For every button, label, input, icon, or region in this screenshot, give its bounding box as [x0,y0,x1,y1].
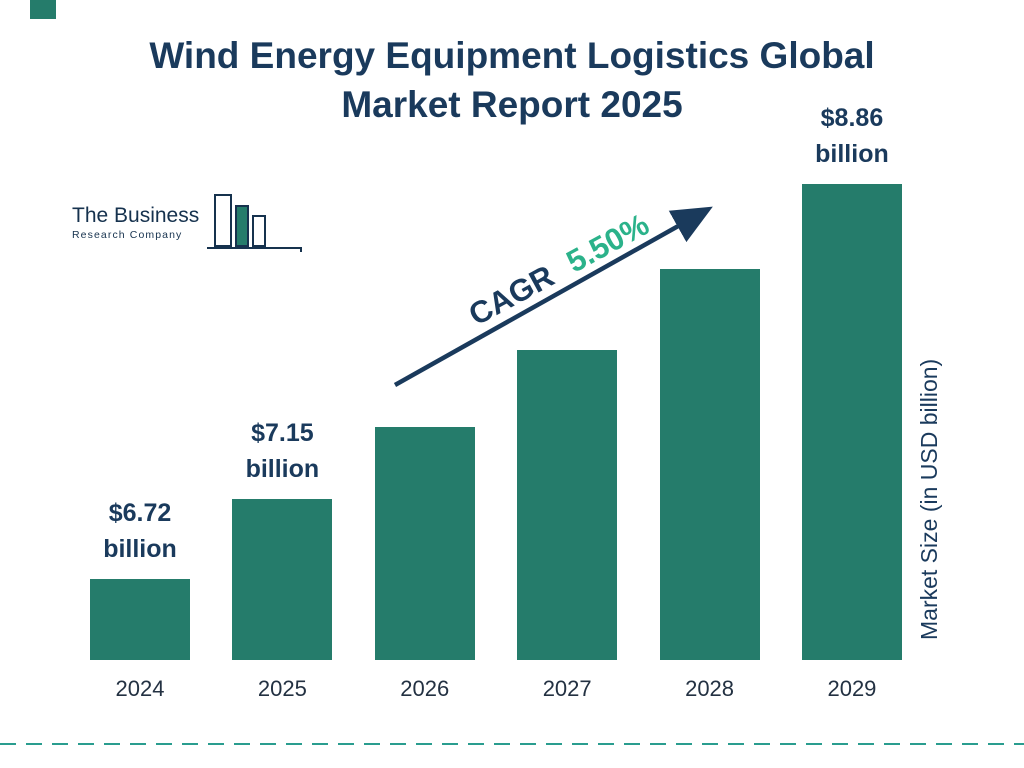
bar-2024 [90,579,190,660]
value-label-2024: $6.72 billion [103,499,177,563]
bar-column-2024: $6.72 billion [90,496,190,660]
bar-2027 [517,350,618,660]
bar-chart: $6.72 billion $7.15 billion $8.86 billion 202… [90,104,902,702]
logo-name: The Business [72,204,200,227]
bar-column-2026 [374,427,475,660]
year-label-2027: 2027 [542,676,592,701]
company-logo-text: The Business Research Company [72,204,199,241]
page-title: Wind Energy Equipment Logistics Global M… [149,35,875,125]
corner-accent-block [30,0,56,19]
company-logo: The Business Research Company [72,192,305,261]
bar-column-2025: $7.15 billion [232,416,333,660]
bar-2029 [801,184,902,660]
x-axis-labels: 2024 2025 2026 2027 2028 2029 [90,676,902,702]
cagr-arrow [385,193,730,408]
year-label-2026: 2026 [400,676,450,701]
bar-2028 [659,269,760,660]
bars: $6.72 billion $7.15 billion $8.86 billion [90,104,902,660]
year-label-2029: 2029 [827,676,877,701]
year-label-2024: 2024 [115,676,165,701]
bar-2026 [374,427,475,660]
value-label-2029: $8.86 billion [815,104,889,168]
logo-bars-icon [205,192,305,261]
y-axis-label: Market Size (in USD billion) [916,358,942,640]
bottom-dashed-line [0,733,1024,745]
value-label-2025: $7.15 billion [245,419,320,483]
bar-column-2027 [517,350,618,660]
year-label-2025: 2025 [257,676,307,701]
year-label-2028: 2028 [685,676,735,701]
bar-column-2029: $8.86 billion [801,101,902,660]
bar-column-2028 [659,269,760,660]
logo-subtitle: Research Company [72,229,183,242]
bar-2025 [232,499,333,660]
